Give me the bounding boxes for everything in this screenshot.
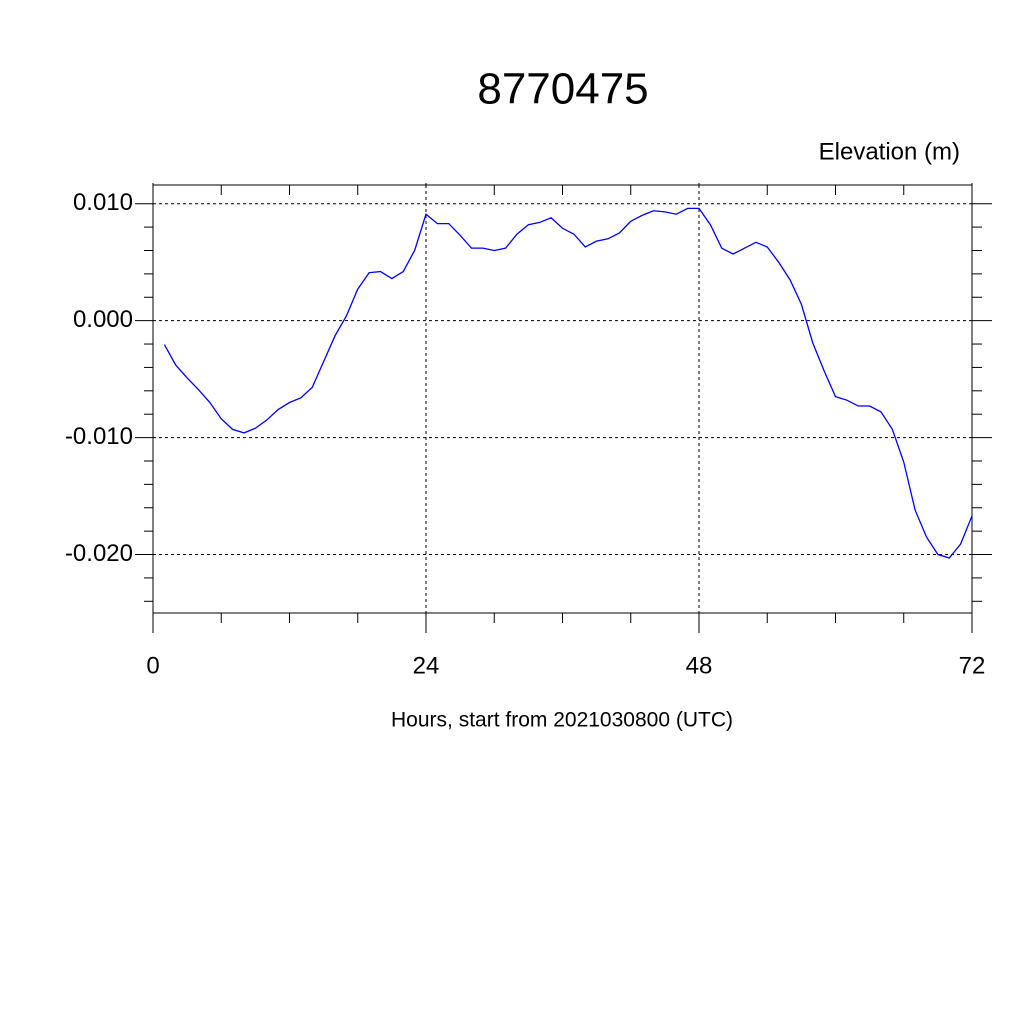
x-axis-label: Hours, start from 2021030800 (UTC): [391, 709, 733, 732]
data-line: [163, 207, 973, 559]
x-tick-label: 48: [686, 652, 713, 679]
y-tick-label: -0.010: [65, 423, 133, 450]
y-tick-label: -0.020: [65, 540, 133, 567]
plot-frame: [152, 184, 973, 614]
chart-title: 8770475: [477, 65, 648, 114]
y-tick-label: 0.000: [73, 306, 133, 333]
y-axis-label: Elevation (m): [819, 138, 960, 165]
y-tick-label: 0.010: [73, 189, 133, 216]
x-tick-label: 0: [146, 652, 159, 679]
x-tick-label: 72: [959, 652, 986, 679]
x-tick-label: 24: [413, 652, 440, 679]
